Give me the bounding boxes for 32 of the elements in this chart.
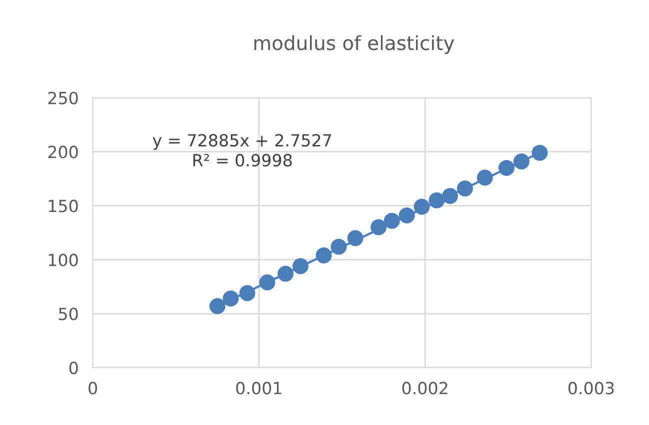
point xyxy=(259,274,276,290)
point xyxy=(239,285,256,302)
point xyxy=(347,230,364,246)
x-tick-label: 0 xyxy=(88,382,97,394)
point xyxy=(456,180,473,196)
point xyxy=(384,212,400,229)
point xyxy=(370,219,387,236)
y-tick-label: 50 xyxy=(58,308,78,320)
point xyxy=(498,160,514,176)
y-tick-label: 250 xyxy=(48,92,78,104)
point xyxy=(414,198,430,215)
y-tick-label: 200 xyxy=(48,146,78,158)
point xyxy=(316,247,332,264)
point xyxy=(292,258,308,274)
chart-title: modulus of elasticity xyxy=(254,35,454,54)
point xyxy=(442,188,458,204)
point xyxy=(330,238,347,255)
point xyxy=(428,192,445,208)
point xyxy=(398,207,415,224)
y-tick-label: 0 xyxy=(69,362,78,374)
y-tick-label: 100 xyxy=(48,254,78,266)
annotation: y = 72885x + 2.7527 R² = 0.9998 xyxy=(152,134,332,167)
x-tick-label: 0.002 xyxy=(402,382,448,394)
point xyxy=(209,298,226,314)
y-tick-label: 150 xyxy=(48,200,78,212)
point xyxy=(222,290,239,307)
point xyxy=(278,266,294,282)
point xyxy=(513,153,530,170)
x-tick-label: 0.003 xyxy=(568,382,614,394)
x-tick-label: 0.001 xyxy=(236,382,282,394)
point xyxy=(532,144,548,161)
point xyxy=(476,170,493,186)
